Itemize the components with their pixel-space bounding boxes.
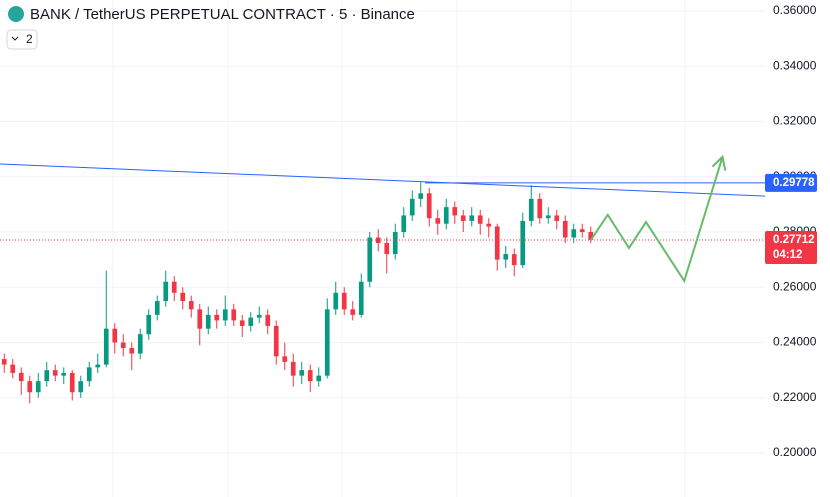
candle-body	[282, 356, 288, 362]
candle-body	[588, 232, 594, 240]
y-tick-label: 0.20000	[773, 445, 817, 459]
y-tick-label: 0.34000	[773, 58, 817, 72]
candle-body	[27, 381, 33, 393]
candle-body	[571, 229, 577, 238]
y-tick-label: 0.22000	[773, 390, 817, 404]
candle-body	[401, 215, 407, 232]
candle-body	[146, 314, 152, 335]
badge: 2	[26, 32, 33, 46]
candle-body	[171, 281, 177, 293]
candle-body	[341, 292, 347, 310]
candle-body	[188, 301, 194, 310]
candle-body	[418, 193, 424, 199]
candle-body	[307, 370, 313, 382]
candle-body	[537, 198, 543, 219]
candle-body	[18, 372, 24, 382]
candle-body	[78, 381, 84, 393]
candle-body	[477, 215, 483, 224]
projection-path	[589, 156, 724, 284]
chart-title: BANK / TetherUS PERPETUAL CONTRACT · 5 ·…	[30, 6, 415, 23]
countdown: 04:12	[773, 249, 802, 261]
candle-body	[10, 364, 16, 373]
candle-body	[231, 309, 237, 321]
candle-body	[384, 243, 390, 255]
y-tick-label: 0.36000	[773, 3, 817, 17]
candle-body	[350, 309, 356, 315]
trend-line	[0, 163, 766, 197]
candle-body	[86, 367, 92, 382]
candle-body	[69, 372, 75, 393]
candle-body	[163, 281, 169, 302]
candle-body	[61, 372, 67, 376]
level-label: 0.29778	[773, 177, 815, 189]
candle-body	[358, 281, 364, 315]
candle-body	[154, 301, 160, 315]
level-tag	[765, 173, 817, 192]
candle-body	[299, 370, 305, 376]
candle-body	[528, 198, 534, 221]
candle-body	[273, 325, 279, 357]
candle-body	[333, 292, 339, 310]
candle-body	[180, 292, 186, 302]
candle-body	[443, 207, 449, 224]
candle-body	[112, 328, 118, 343]
candle-body	[392, 232, 398, 255]
candle-body	[222, 309, 228, 321]
candle-body	[494, 226, 500, 260]
badge-box[interactable]	[6, 29, 38, 50]
candle-body	[460, 215, 466, 221]
candle-body	[129, 348, 135, 354]
candle-body	[239, 320, 245, 326]
candle-body	[265, 314, 271, 326]
candle-body	[409, 198, 415, 216]
candle-body	[95, 364, 101, 368]
price-tag	[765, 230, 817, 264]
candle-body	[316, 375, 322, 382]
candle-body	[290, 361, 296, 376]
candle-body	[205, 314, 211, 329]
plot	[0, 10, 766, 454]
candle-body	[137, 334, 143, 354]
candle-body	[486, 223, 492, 227]
candle-body	[562, 220, 568, 238]
candle-body	[120, 342, 126, 349]
candle-body	[44, 370, 50, 382]
candle-body	[197, 309, 203, 329]
candle-body	[452, 207, 458, 216]
candle-body	[426, 193, 432, 219]
candle-body	[503, 254, 509, 260]
candle-body	[35, 381, 41, 393]
y-tick-label: 0.32000	[773, 114, 817, 128]
candle-body	[256, 314, 262, 318]
symbol-icon	[8, 6, 24, 22]
y-tick-label: 0.26000	[773, 279, 817, 293]
candle-body	[324, 309, 330, 376]
candle-body	[248, 317, 254, 326]
arrow-head	[711, 154, 727, 171]
candle-body	[367, 237, 373, 282]
chevron	[11, 36, 19, 41]
candle-body	[511, 254, 517, 266]
y-tick-label: 0.24000	[773, 335, 817, 349]
v-grid	[112, 0, 686, 497]
price-label: 0.27712	[773, 234, 815, 246]
candle-body	[469, 215, 475, 221]
candle-body	[579, 229, 585, 232]
candle-body	[52, 370, 58, 376]
candle-body	[103, 328, 109, 365]
candle-body	[520, 220, 526, 266]
candle-body	[1, 359, 7, 365]
candle-body	[554, 215, 560, 221]
candle-body	[214, 314, 220, 321]
candle-body	[545, 215, 551, 219]
candle-body	[435, 218, 441, 224]
